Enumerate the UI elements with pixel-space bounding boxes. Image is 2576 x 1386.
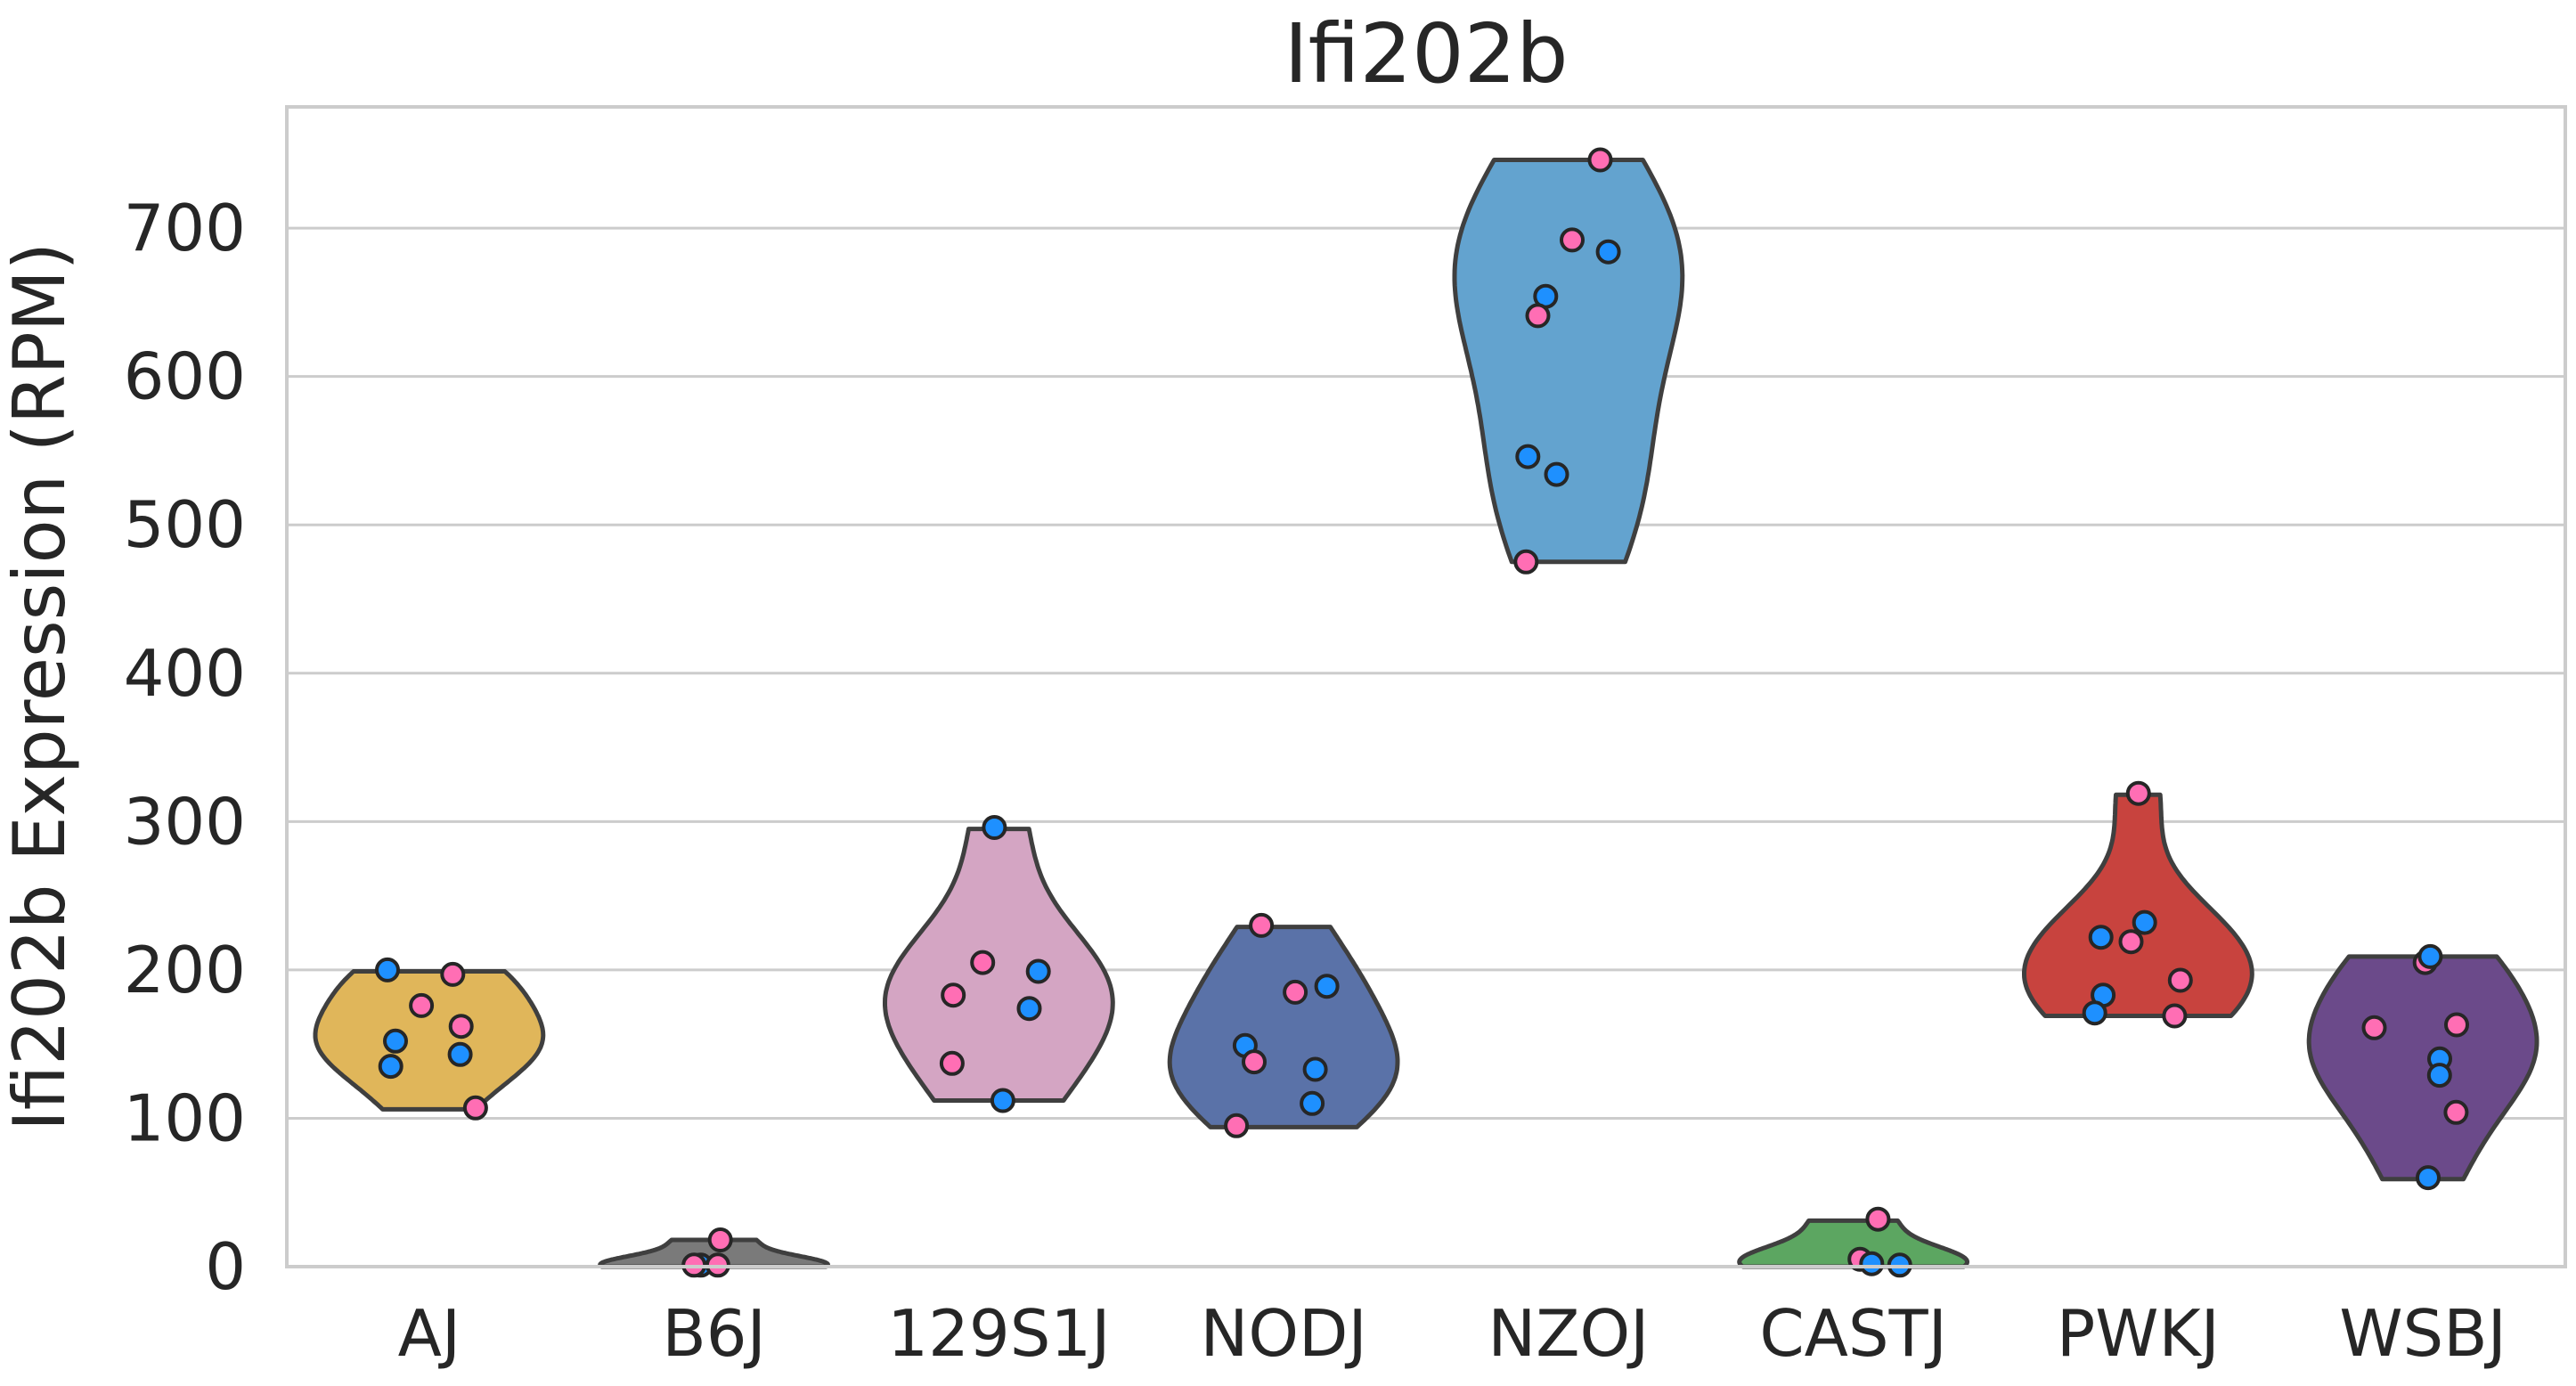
y-tick-labels: 0 100 200 300 400 500 600 700 bbox=[124, 191, 246, 1304]
x-tick-label: CASTJ bbox=[1759, 1296, 1946, 1371]
data-point bbox=[707, 1227, 733, 1252]
data-point bbox=[1314, 974, 1340, 999]
data-point bbox=[982, 815, 1007, 840]
data-point bbox=[383, 1028, 408, 1054]
violin-wsbj bbox=[2306, 954, 2539, 1182]
x-tick-label: 129S1J bbox=[887, 1296, 1110, 1371]
violin-pwkj bbox=[2022, 792, 2254, 1018]
data-point bbox=[2167, 967, 2193, 993]
y-tick-label: 600 bbox=[124, 339, 246, 414]
data-point bbox=[1242, 1049, 1267, 1075]
data-point bbox=[1859, 1251, 1885, 1276]
plot-frame bbox=[285, 105, 2567, 1268]
data-point bbox=[1544, 461, 1569, 487]
violin-castj bbox=[1737, 1218, 1969, 1269]
data-point bbox=[2132, 909, 2157, 935]
data-point bbox=[1249, 912, 1275, 938]
violins bbox=[313, 158, 2539, 1269]
y-tick-label: 200 bbox=[124, 933, 246, 1007]
data-point bbox=[2444, 1012, 2469, 1038]
data-point bbox=[1525, 303, 1551, 329]
violin-nzoj bbox=[1452, 158, 1685, 565]
data-point bbox=[1025, 958, 1051, 984]
data-point bbox=[1224, 1113, 1250, 1138]
data-point bbox=[447, 1041, 473, 1067]
data-point bbox=[1016, 996, 1042, 1022]
y-tick-label: 700 bbox=[124, 191, 246, 265]
data-point bbox=[1560, 227, 1585, 253]
y-tick-label: 100 bbox=[124, 1080, 246, 1155]
x-tick-label: PWKJ bbox=[2057, 1296, 2220, 1371]
data-point bbox=[440, 961, 466, 987]
y-tick-label: 0 bbox=[205, 1229, 246, 1304]
data-point bbox=[2416, 1165, 2441, 1191]
data-point bbox=[1865, 1206, 1891, 1232]
data-point bbox=[378, 1054, 404, 1080]
y-tick-label: 400 bbox=[124, 636, 246, 711]
data-point bbox=[1515, 444, 1541, 469]
grid-lines bbox=[287, 226, 2565, 1268]
data-point bbox=[1302, 1056, 1328, 1082]
chart-title: Ifi202b bbox=[1284, 6, 1568, 102]
violin-aj bbox=[313, 969, 546, 1112]
data-point bbox=[2426, 1063, 2452, 1088]
x-tick-label: B6J bbox=[662, 1296, 765, 1371]
data-point bbox=[1587, 147, 1613, 173]
data-point bbox=[409, 992, 435, 1018]
data-point bbox=[2417, 943, 2443, 969]
data-point bbox=[970, 950, 996, 975]
x-tick-label: AJ bbox=[398, 1296, 461, 1371]
x-tick-label: NZOJ bbox=[1488, 1296, 1649, 1371]
data-points bbox=[375, 147, 2469, 1278]
violin-129s1j bbox=[883, 827, 1115, 1103]
data-point bbox=[375, 957, 400, 982]
data-point bbox=[2118, 929, 2144, 955]
data-point bbox=[2443, 1099, 2469, 1125]
data-point bbox=[1513, 549, 1539, 575]
data-point bbox=[990, 1088, 1015, 1113]
data-point bbox=[448, 1014, 474, 1040]
data-point bbox=[462, 1095, 488, 1121]
data-point bbox=[2088, 925, 2114, 950]
x-tick-labels: AJ B6J 129S1J NODJ NZOJ CASTJ PWKJ WSBJ bbox=[398, 1296, 2507, 1371]
data-point bbox=[1300, 1090, 1325, 1116]
data-point bbox=[1283, 979, 1308, 1005]
data-point bbox=[2162, 1003, 2188, 1029]
data-point bbox=[1595, 239, 1621, 265]
y-tick-label: 300 bbox=[124, 784, 246, 859]
data-point bbox=[2361, 1015, 2387, 1040]
data-point bbox=[2082, 1000, 2107, 1026]
y-axis-label: Ifi202b Expression (RPM) bbox=[0, 242, 81, 1131]
data-point bbox=[939, 1050, 965, 1076]
violin-nodj bbox=[1167, 925, 1400, 1129]
x-tick-label: WSBJ bbox=[2339, 1296, 2507, 1371]
data-point bbox=[941, 982, 966, 1008]
data-point bbox=[2125, 780, 2151, 806]
y-tick-label: 500 bbox=[124, 487, 246, 562]
x-tick-label: NODJ bbox=[1201, 1296, 1367, 1371]
